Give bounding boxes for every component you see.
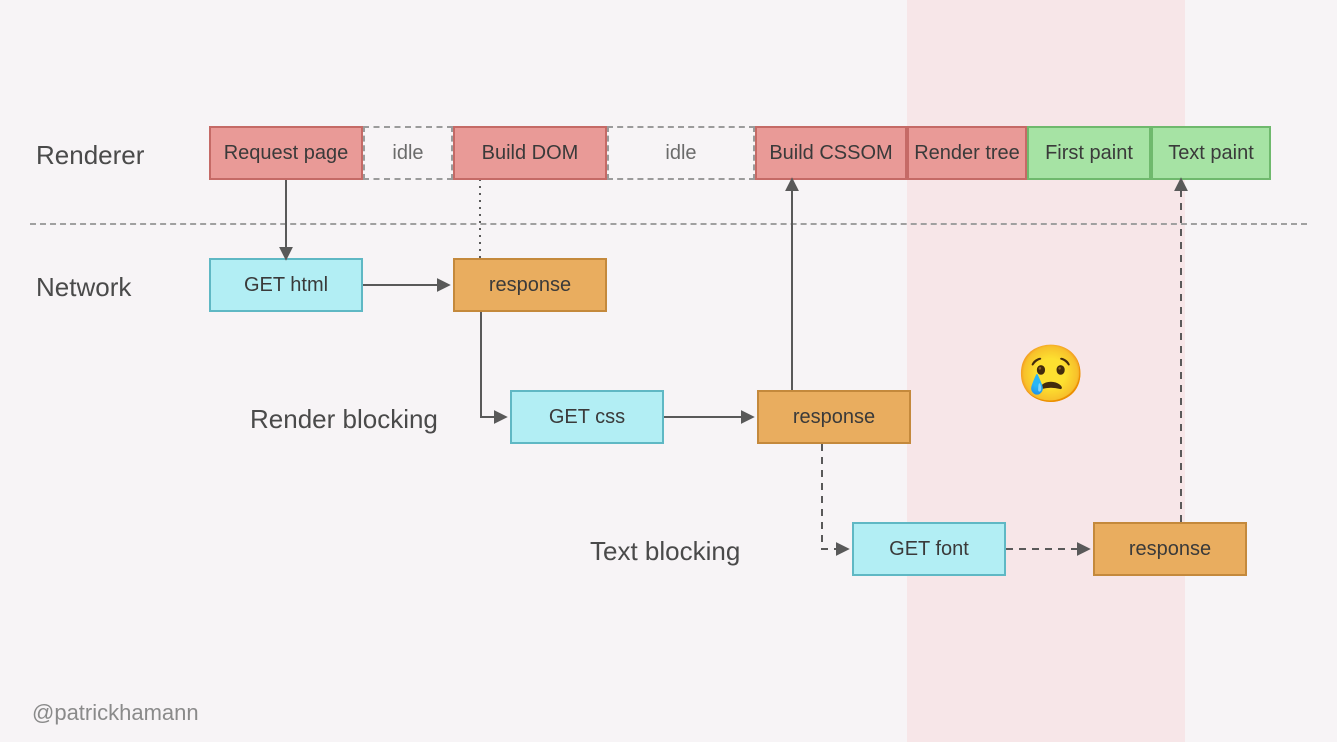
box-label-response-html: response bbox=[489, 274, 571, 297]
box-label-idle1: idle bbox=[392, 142, 423, 165]
label-render-blocking: Render blocking bbox=[250, 404, 438, 435]
box-response-css: response bbox=[757, 390, 911, 444]
box-label-first-paint: First paint bbox=[1045, 142, 1133, 165]
box-label-response-css: response bbox=[793, 406, 875, 429]
box-label-get-css: GET css bbox=[549, 406, 625, 429]
connector-response-to-getcss bbox=[481, 312, 505, 417]
box-label-render-tree: Render tree bbox=[914, 142, 1020, 165]
lane-divider bbox=[30, 223, 1307, 225]
box-label-build-cssom: Build CSSOM bbox=[769, 142, 892, 165]
box-label-get-html: GET html bbox=[244, 274, 328, 297]
connector-responsecss-to-getfont bbox=[822, 444, 847, 549]
box-label-text-paint: Text paint bbox=[1168, 142, 1254, 165]
label-network: Network bbox=[36, 272, 131, 303]
box-idle2: idle bbox=[607, 126, 755, 180]
box-get-css: GET css bbox=[510, 390, 664, 444]
label-text-blocking: Text blocking bbox=[590, 536, 740, 567]
box-label-get-font: GET font bbox=[889, 538, 969, 561]
box-build-cssom: Build CSSOM bbox=[755, 126, 907, 180]
box-label-response-font: response bbox=[1129, 538, 1211, 561]
box-render-tree: Render tree bbox=[907, 126, 1027, 180]
attribution: @patrickhamann bbox=[32, 700, 199, 726]
box-request-page: Request page bbox=[209, 126, 363, 180]
label-renderer: Renderer bbox=[36, 140, 144, 171]
box-label-idle2: idle bbox=[665, 142, 696, 165]
box-get-font: GET font bbox=[852, 522, 1006, 576]
box-build-dom: Build DOM bbox=[453, 126, 607, 180]
box-label-request-page: Request page bbox=[224, 142, 349, 165]
box-get-html: GET html bbox=[209, 258, 363, 312]
box-response-html: response bbox=[453, 258, 607, 312]
box-response-font: response bbox=[1093, 522, 1247, 576]
box-first-paint: First paint bbox=[1027, 126, 1151, 180]
box-text-paint: Text paint bbox=[1151, 126, 1271, 180]
box-idle1: idle bbox=[363, 126, 453, 180]
sad-emoji-icon: 😢 bbox=[1016, 346, 1086, 402]
box-label-build-dom: Build DOM bbox=[482, 142, 579, 165]
